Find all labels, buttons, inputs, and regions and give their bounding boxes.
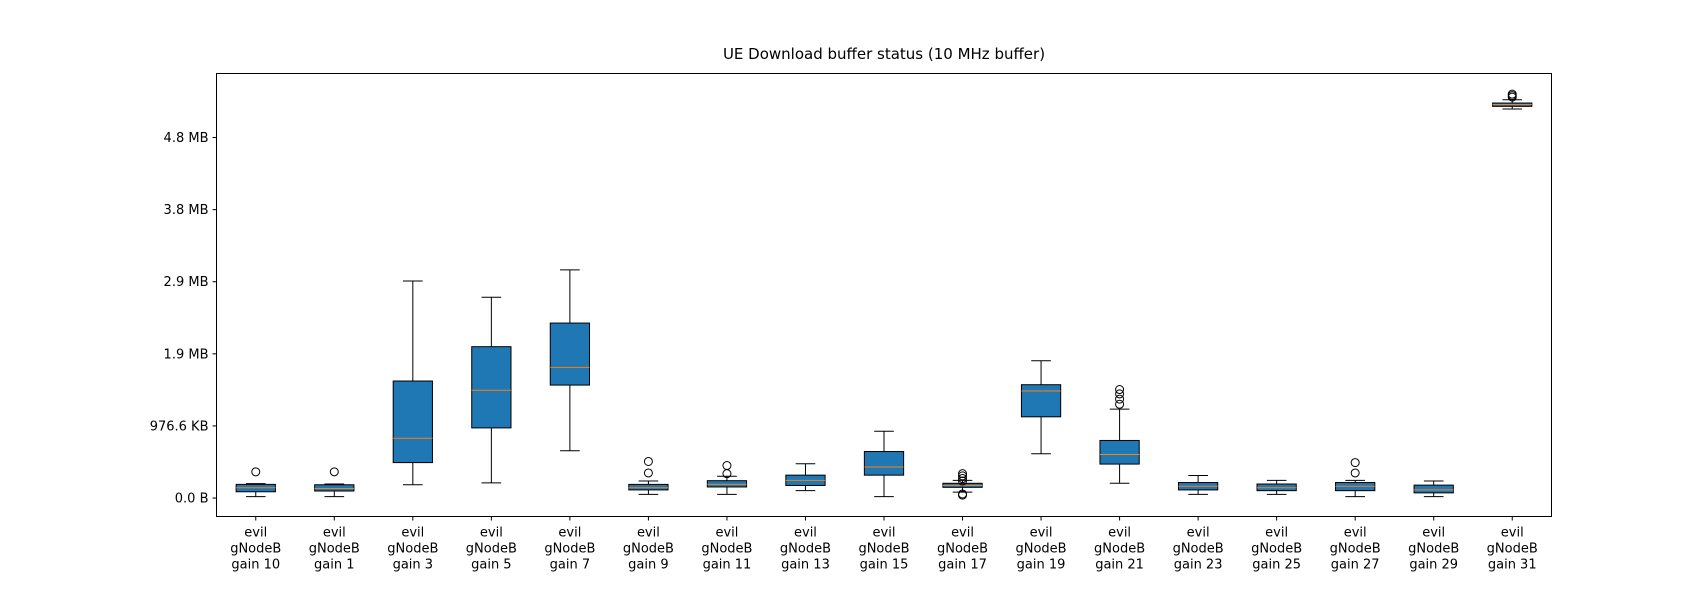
outlier-point — [958, 489, 968, 499]
box-group — [235, 467, 276, 498]
x-tick-label: evil gNodeB gain 3 — [387, 526, 438, 573]
x-tick-label: evil gNodeB gain 1 — [309, 526, 360, 573]
box-iqr — [863, 451, 905, 476]
box-group — [392, 280, 433, 486]
box-iqr — [392, 380, 433, 464]
box-iqr — [1413, 484, 1454, 494]
box-iqr — [471, 346, 512, 429]
y-tick-label: 1.9 MB — [164, 347, 209, 362]
box-group — [471, 296, 512, 484]
outlier-point — [643, 468, 653, 478]
box-group — [1020, 360, 1062, 455]
box-group — [314, 467, 355, 498]
y-tick-label: 976.6 KB — [150, 419, 209, 434]
outlier-point — [1115, 385, 1125, 395]
x-tick-label: evil gNodeB gain 19 — [1016, 526, 1067, 573]
box-group — [785, 463, 826, 492]
box-group — [549, 269, 591, 452]
x-tick-label: evil gNodeB gain 29 — [1408, 526, 1459, 573]
x-tick-label: evil gNodeB gain 7 — [544, 526, 595, 573]
outlier-point — [643, 456, 653, 466]
box-iqr — [314, 484, 355, 492]
outlier-point — [722, 461, 732, 471]
outlier-point — [1115, 394, 1125, 404]
x-tick-label: evil gNodeB gain 23 — [1173, 526, 1224, 573]
x-tick-label: evil gNodeB gain 27 — [1330, 526, 1381, 573]
x-tick-label: evil gNodeB gain 25 — [1251, 526, 1302, 573]
box-iqr — [628, 483, 669, 491]
y-axis: 0.0 B 976.6 KB 1.9 MB 2.9 MB 3.8 MB 4.8 MB — [150, 131, 217, 507]
outlier-point — [1115, 389, 1125, 399]
box-group — [1177, 475, 1219, 495]
x-tick-label: evil gNodeB gain 10 — [230, 526, 281, 573]
box-group — [1256, 479, 1297, 495]
box-group — [863, 430, 905, 498]
x-tick-label: evil gNodeB gain 5 — [466, 526, 517, 573]
outlier-point — [1115, 399, 1125, 409]
boxes-layer — [235, 89, 1533, 500]
box-iqr — [1020, 384, 1062, 418]
y-tick-label: 4.8 MB — [164, 131, 209, 146]
x-tick-label: evil gNodeB gain 11 — [701, 526, 752, 573]
box-group — [1335, 458, 1376, 498]
box-group — [1413, 480, 1454, 498]
y-tick-label: 3.8 MB — [164, 203, 209, 218]
box-group — [942, 469, 983, 500]
box-iqr — [549, 322, 591, 386]
outlier-point — [958, 476, 968, 486]
box-iqr — [706, 480, 748, 488]
outlier-point — [958, 473, 968, 483]
box-group — [628, 456, 669, 495]
outlier-point — [958, 469, 968, 479]
chart-title: UE Download buffer status (10 MHz buffer… — [723, 45, 1045, 63]
outlier-point — [1350, 458, 1360, 468]
box-iqr — [1099, 439, 1140, 465]
x-tick-label: evil gNodeB gain 9 — [623, 526, 674, 573]
outlier-point — [958, 471, 968, 481]
box-group — [1099, 385, 1140, 484]
outlier-point — [329, 467, 339, 477]
y-tick-label: 0.0 B — [175, 492, 209, 507]
x-tick-label: evil gNodeB gain 17 — [937, 526, 988, 573]
x-axis: evil gNodeB gain 10 evil gNodeB gain 1 evil gNo… — [230, 516, 1538, 573]
x-tick-label: evil gNodeB gain 31 — [1487, 526, 1538, 573]
x-tick-label: evil gNodeB gain 15 — [858, 526, 909, 573]
x-tick-label: evil gNodeB gain 21 — [1094, 526, 1145, 573]
box-group — [706, 461, 748, 495]
outlier-point — [1350, 468, 1360, 478]
outlier-point — [251, 467, 261, 477]
x-tick-label: evil gNodeB gain 13 — [780, 526, 831, 573]
box-group — [1492, 89, 1533, 110]
y-tick-label: 2.9 MB — [164, 275, 209, 290]
outlier-point — [1507, 89, 1517, 99]
